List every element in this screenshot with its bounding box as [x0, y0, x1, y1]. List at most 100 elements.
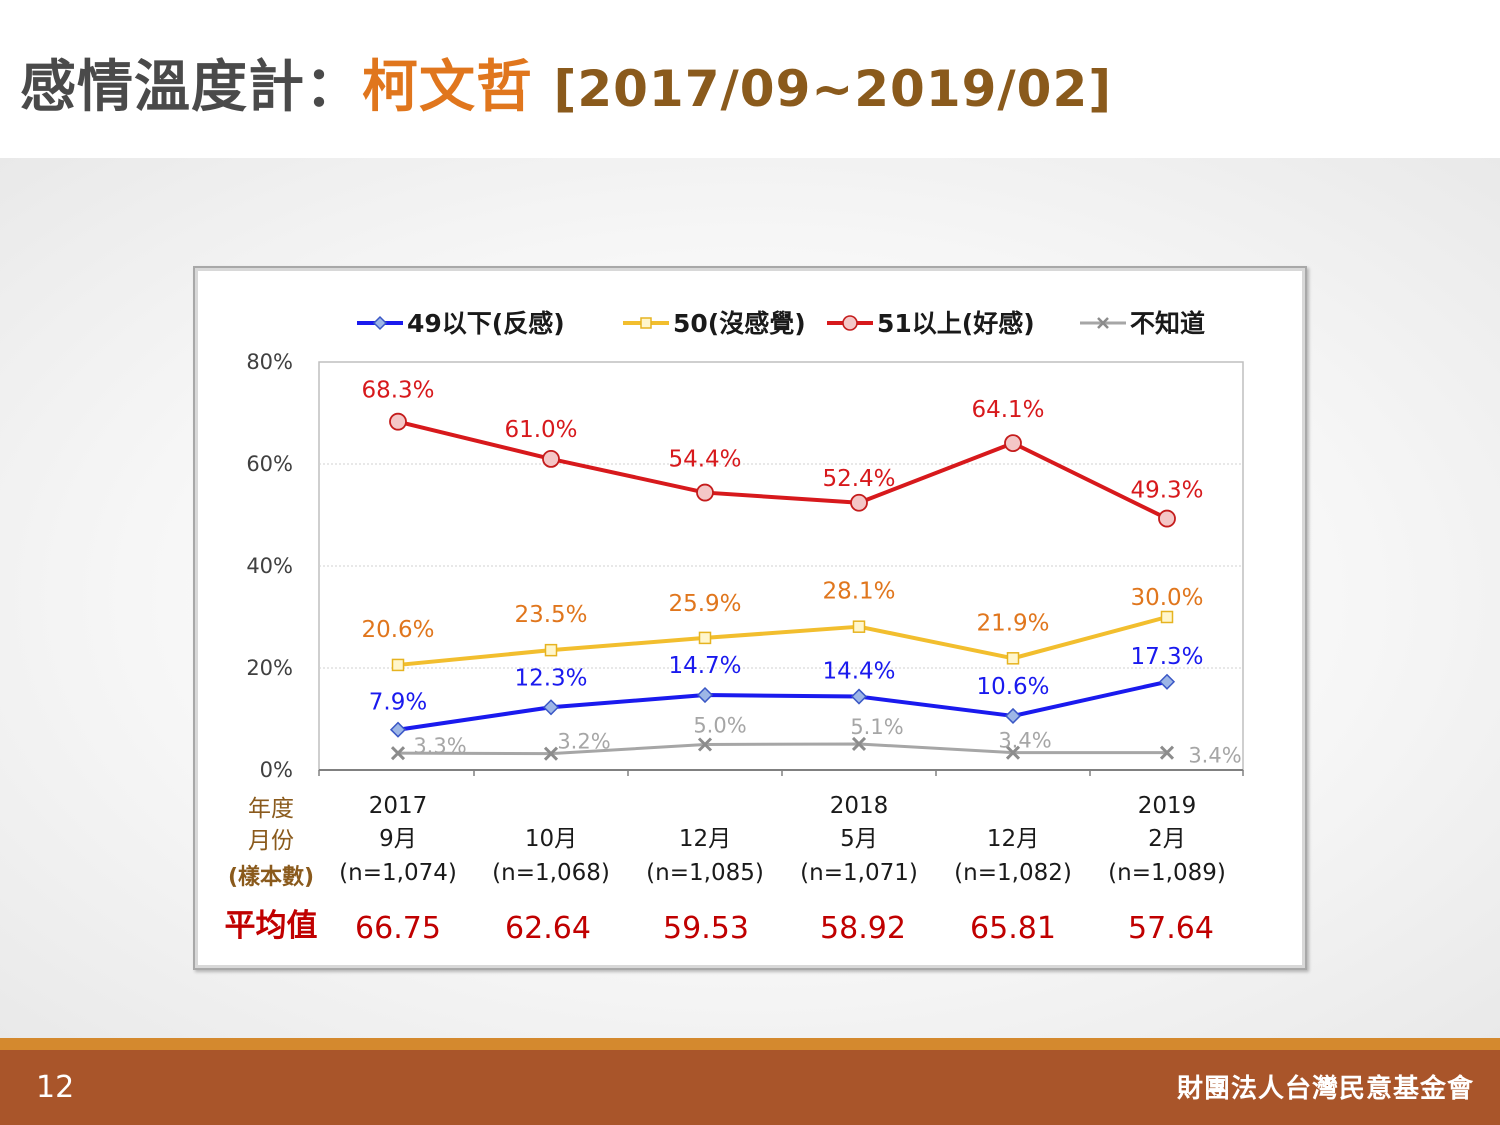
x-month-label: 5月: [840, 826, 878, 852]
organization-name: 財團法人台灣民意基金會: [1176, 1074, 1474, 1104]
x-sample-label: (n=1,068): [492, 860, 610, 886]
data-label: 3.2%: [557, 730, 610, 754]
data-label: 14.7%: [668, 653, 741, 679]
legend-marker: [372, 315, 388, 331]
data-point: [544, 643, 558, 657]
data-point: [1159, 745, 1175, 760]
data-label: 20.6%: [361, 617, 434, 643]
data-label: 17.3%: [1130, 644, 1203, 670]
x-sample-label: (n=1,085): [646, 860, 764, 886]
y-tick-label: 0%: [260, 758, 293, 782]
data-label: 5.1%: [850, 715, 903, 739]
x-month-label: 10月: [525, 826, 577, 852]
row-label-average: 平均值: [225, 908, 318, 944]
title-range: [2017/09~2019/02]: [553, 60, 1113, 118]
data-point: [696, 483, 714, 502]
y-tick-label: 40%: [246, 554, 293, 578]
legend-label: 49以下(反感): [407, 309, 565, 338]
data-point: [1004, 707, 1022, 725]
data-label: 61.0%: [504, 417, 577, 443]
data-point: [852, 620, 866, 633]
x-sample-label: (n=1,071): [800, 860, 918, 886]
row-label-sample: (樣本數): [228, 864, 314, 890]
data-label: 54.4%: [668, 447, 741, 473]
legend-marker: [640, 317, 652, 329]
data-point: [390, 746, 406, 761]
legend-swatch: [357, 315, 403, 331]
average-value: 59.53: [663, 911, 749, 946]
legend-swatch: [623, 317, 669, 329]
data-label: 3.4%: [998, 729, 1051, 753]
data-label: 25.9%: [668, 591, 741, 617]
legend-swatch: [1080, 317, 1126, 329]
x-sample-label: (n=1,082): [954, 860, 1072, 886]
series-4: 3.3% 3.2% 5.0% 5.1% 3.4% 3.4%: [390, 714, 1242, 768]
data-label: 12.3%: [514, 665, 587, 691]
x-month-label: 2月: [1148, 826, 1186, 852]
x-year-label: 2018: [830, 793, 889, 819]
data-label: 28.1%: [822, 579, 895, 605]
title-prefix: 感情溫度計：: [20, 55, 362, 120]
x-sample-label: (n=1,074): [339, 860, 457, 886]
x-year-label: 2019: [1138, 793, 1197, 819]
data-label: 21.9%: [976, 610, 1049, 636]
x-month-label: 12月: [679, 826, 731, 852]
data-label: 52.4%: [822, 466, 895, 492]
data-label: 49.3%: [1130, 478, 1203, 504]
data-point: [389, 721, 407, 738]
data-point: [1006, 652, 1020, 665]
page-number: 12: [36, 1070, 75, 1105]
title-bar: 感情溫度計：柯文哲 [2017/09~2019/02]: [0, 0, 1500, 158]
data-label: 30.0%: [1130, 585, 1203, 611]
average-value: 62.64: [505, 911, 591, 946]
row-label-month: 月份: [248, 828, 294, 854]
y-tick-label: 80%: [246, 350, 293, 374]
row-label-year: 年度: [248, 796, 294, 822]
data-point: [851, 736, 867, 752]
data-point: [1158, 509, 1176, 528]
average-value: 57.64: [1128, 911, 1214, 946]
average-value: 66.75: [355, 911, 441, 946]
data-point: [696, 686, 714, 704]
data-point: [542, 699, 560, 716]
legend-label: 51以上(好感): [877, 309, 1035, 338]
data-point: [389, 412, 407, 431]
series-line: [397, 419, 1168, 521]
legend-swatch: [827, 315, 873, 331]
data-point: [1160, 610, 1174, 624]
data-point: [850, 688, 868, 705]
x-month-label: 9月: [379, 826, 417, 852]
data-point: [698, 631, 712, 645]
data-point: [697, 737, 713, 752]
legend-marker: [842, 315, 858, 331]
legend-marker: [1097, 317, 1109, 329]
data-label: 64.1%: [971, 397, 1044, 423]
data-label: 14.4%: [822, 659, 895, 685]
x-month-label: 12月: [987, 826, 1039, 852]
legend: 49以下(反感) 50(沒感覺) 51以上(好感) 不知道: [357, 309, 1205, 338]
y-tick-label: 20%: [246, 656, 293, 680]
series-line: [397, 679, 1168, 732]
data-label: 23.5%: [514, 602, 587, 628]
series-2: 20.6% 23.5% 25.9% 28.1% 21.9% 30.0%: [361, 579, 1204, 672]
series-line: [397, 742, 1167, 756]
data-label: 3.3%: [413, 734, 466, 758]
series-line: [397, 615, 1168, 667]
series-3: 68.3% 61.0% 54.4% 52.4% 64.1% 49.3%: [361, 378, 1204, 528]
title-subject: 柯文哲: [362, 55, 533, 120]
chart-frame: 0% 20% 40% 60% 80% 7.9% 12.3% 14.7% 14.4% 10.6% 17…: [193, 266, 1307, 970]
data-point: [850, 493, 868, 512]
data-point: [1158, 673, 1176, 690]
y-tick-label: 60%: [246, 452, 293, 476]
x-year-label: 2017: [369, 793, 428, 819]
line-chart: 0% 20% 40% 60% 80% 7.9% 12.3% 14.7% 14.4% 10.6% 17…: [225, 309, 1244, 946]
data-point: [543, 746, 559, 761]
data-label: 10.6%: [976, 674, 1049, 700]
x-sample-label: (n=1,089): [1108, 860, 1226, 886]
data-point: [391, 658, 405, 672]
data-label: 5.0%: [693, 714, 746, 738]
data-label: 7.9%: [369, 690, 427, 716]
series-1: 7.9% 12.3% 14.7% 14.4% 10.6% 17.3%: [369, 644, 1204, 738]
legend-label: 50(沒感覺): [673, 309, 806, 338]
